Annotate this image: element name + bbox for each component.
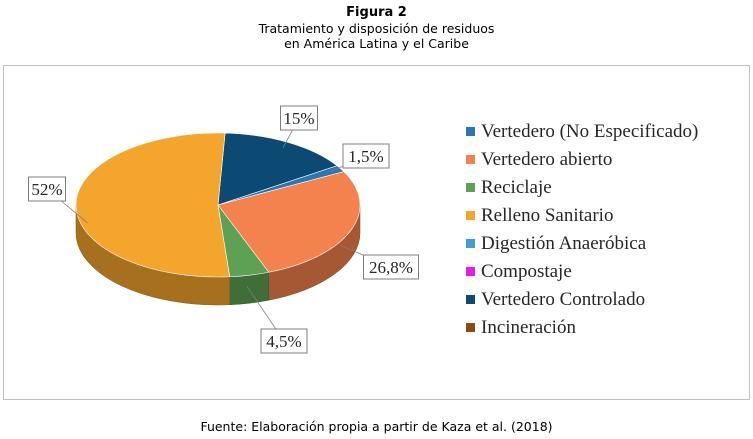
legend-entry-relleno-sanitario: Relleno Sanitario xyxy=(481,205,613,226)
data-label-vertedero-abierto: 26,8% xyxy=(369,258,413,277)
legend-entry-compostaje: Compostaje xyxy=(481,261,572,282)
legend-swatch-reciclaje xyxy=(466,183,475,192)
legend-entry-vertedero-no-especificado: Vertedero (No Especificado) xyxy=(481,121,698,142)
data-label-box-vertedero-abierto xyxy=(363,254,419,280)
pie-side-reciclaje xyxy=(229,271,270,306)
data-label-box-reciclaje xyxy=(260,328,308,354)
chart-legend: Vertedero (No Especificado) Vertedero abi… xyxy=(466,121,698,338)
legend-entry-reciclaje: Reciclaje xyxy=(481,177,552,198)
data-label-box-relleno-sanitario xyxy=(28,176,66,202)
legend-entry-incineraci-n: Incineración xyxy=(481,317,576,338)
legend-swatch-incineraci-n xyxy=(466,323,475,332)
data-label-relleno-sanitario: 52% xyxy=(31,180,62,199)
legend-swatch-relleno-sanitario xyxy=(466,211,475,220)
pie-slice-relleno-sanitario xyxy=(75,132,231,278)
legend-swatch-digesti-n-anaer-bica xyxy=(466,239,475,248)
source-caption: Fuente: Elaboración propia a partir de K… xyxy=(200,419,553,434)
legend-entry-vertedero-abierto: Vertedero abierto xyxy=(481,149,612,170)
pie-chart-3d: 15% 1,5% 26,8% 4,5% 52% Vertedero (No Especif… xyxy=(28,105,698,354)
legend-swatch-vertedero-abierto xyxy=(466,155,475,164)
data-labels: 15% 1,5% 26,8% 4,5% 52% xyxy=(28,105,419,354)
pie-top-faces xyxy=(75,132,361,278)
chart-frame xyxy=(3,65,750,400)
figure-label: Figura 2 xyxy=(346,5,407,20)
data-label-box-vertedero-controlado xyxy=(280,105,318,131)
data-label-box-vertedero-no-especificado xyxy=(342,143,390,169)
data-label-reciclaje: 4,5% xyxy=(266,332,301,351)
legend-swatch-compostaje xyxy=(466,267,475,276)
pie-slice-vertedero-abierto xyxy=(217,171,361,273)
legend-swatch-vertedero-controlado xyxy=(466,295,475,304)
data-label-vertedero-no-especificado: 1,5% xyxy=(348,147,383,166)
pie-slice-vertedero-controlado xyxy=(217,132,338,206)
chart-title-line-2: en América Latina y el Caribe xyxy=(284,36,469,51)
legend-entry-digesti-n-anaer-bica: Digestión Anaeróbica xyxy=(481,233,647,254)
legend-swatch-vertedero-no-especificado xyxy=(466,127,475,136)
data-label-vertedero-controlado: 15% xyxy=(283,109,314,128)
legend-entry-vertedero-controlado: Vertedero Controlado xyxy=(481,289,645,310)
chart-title-line-1: Tratamiento y disposición de residuos xyxy=(258,21,495,36)
